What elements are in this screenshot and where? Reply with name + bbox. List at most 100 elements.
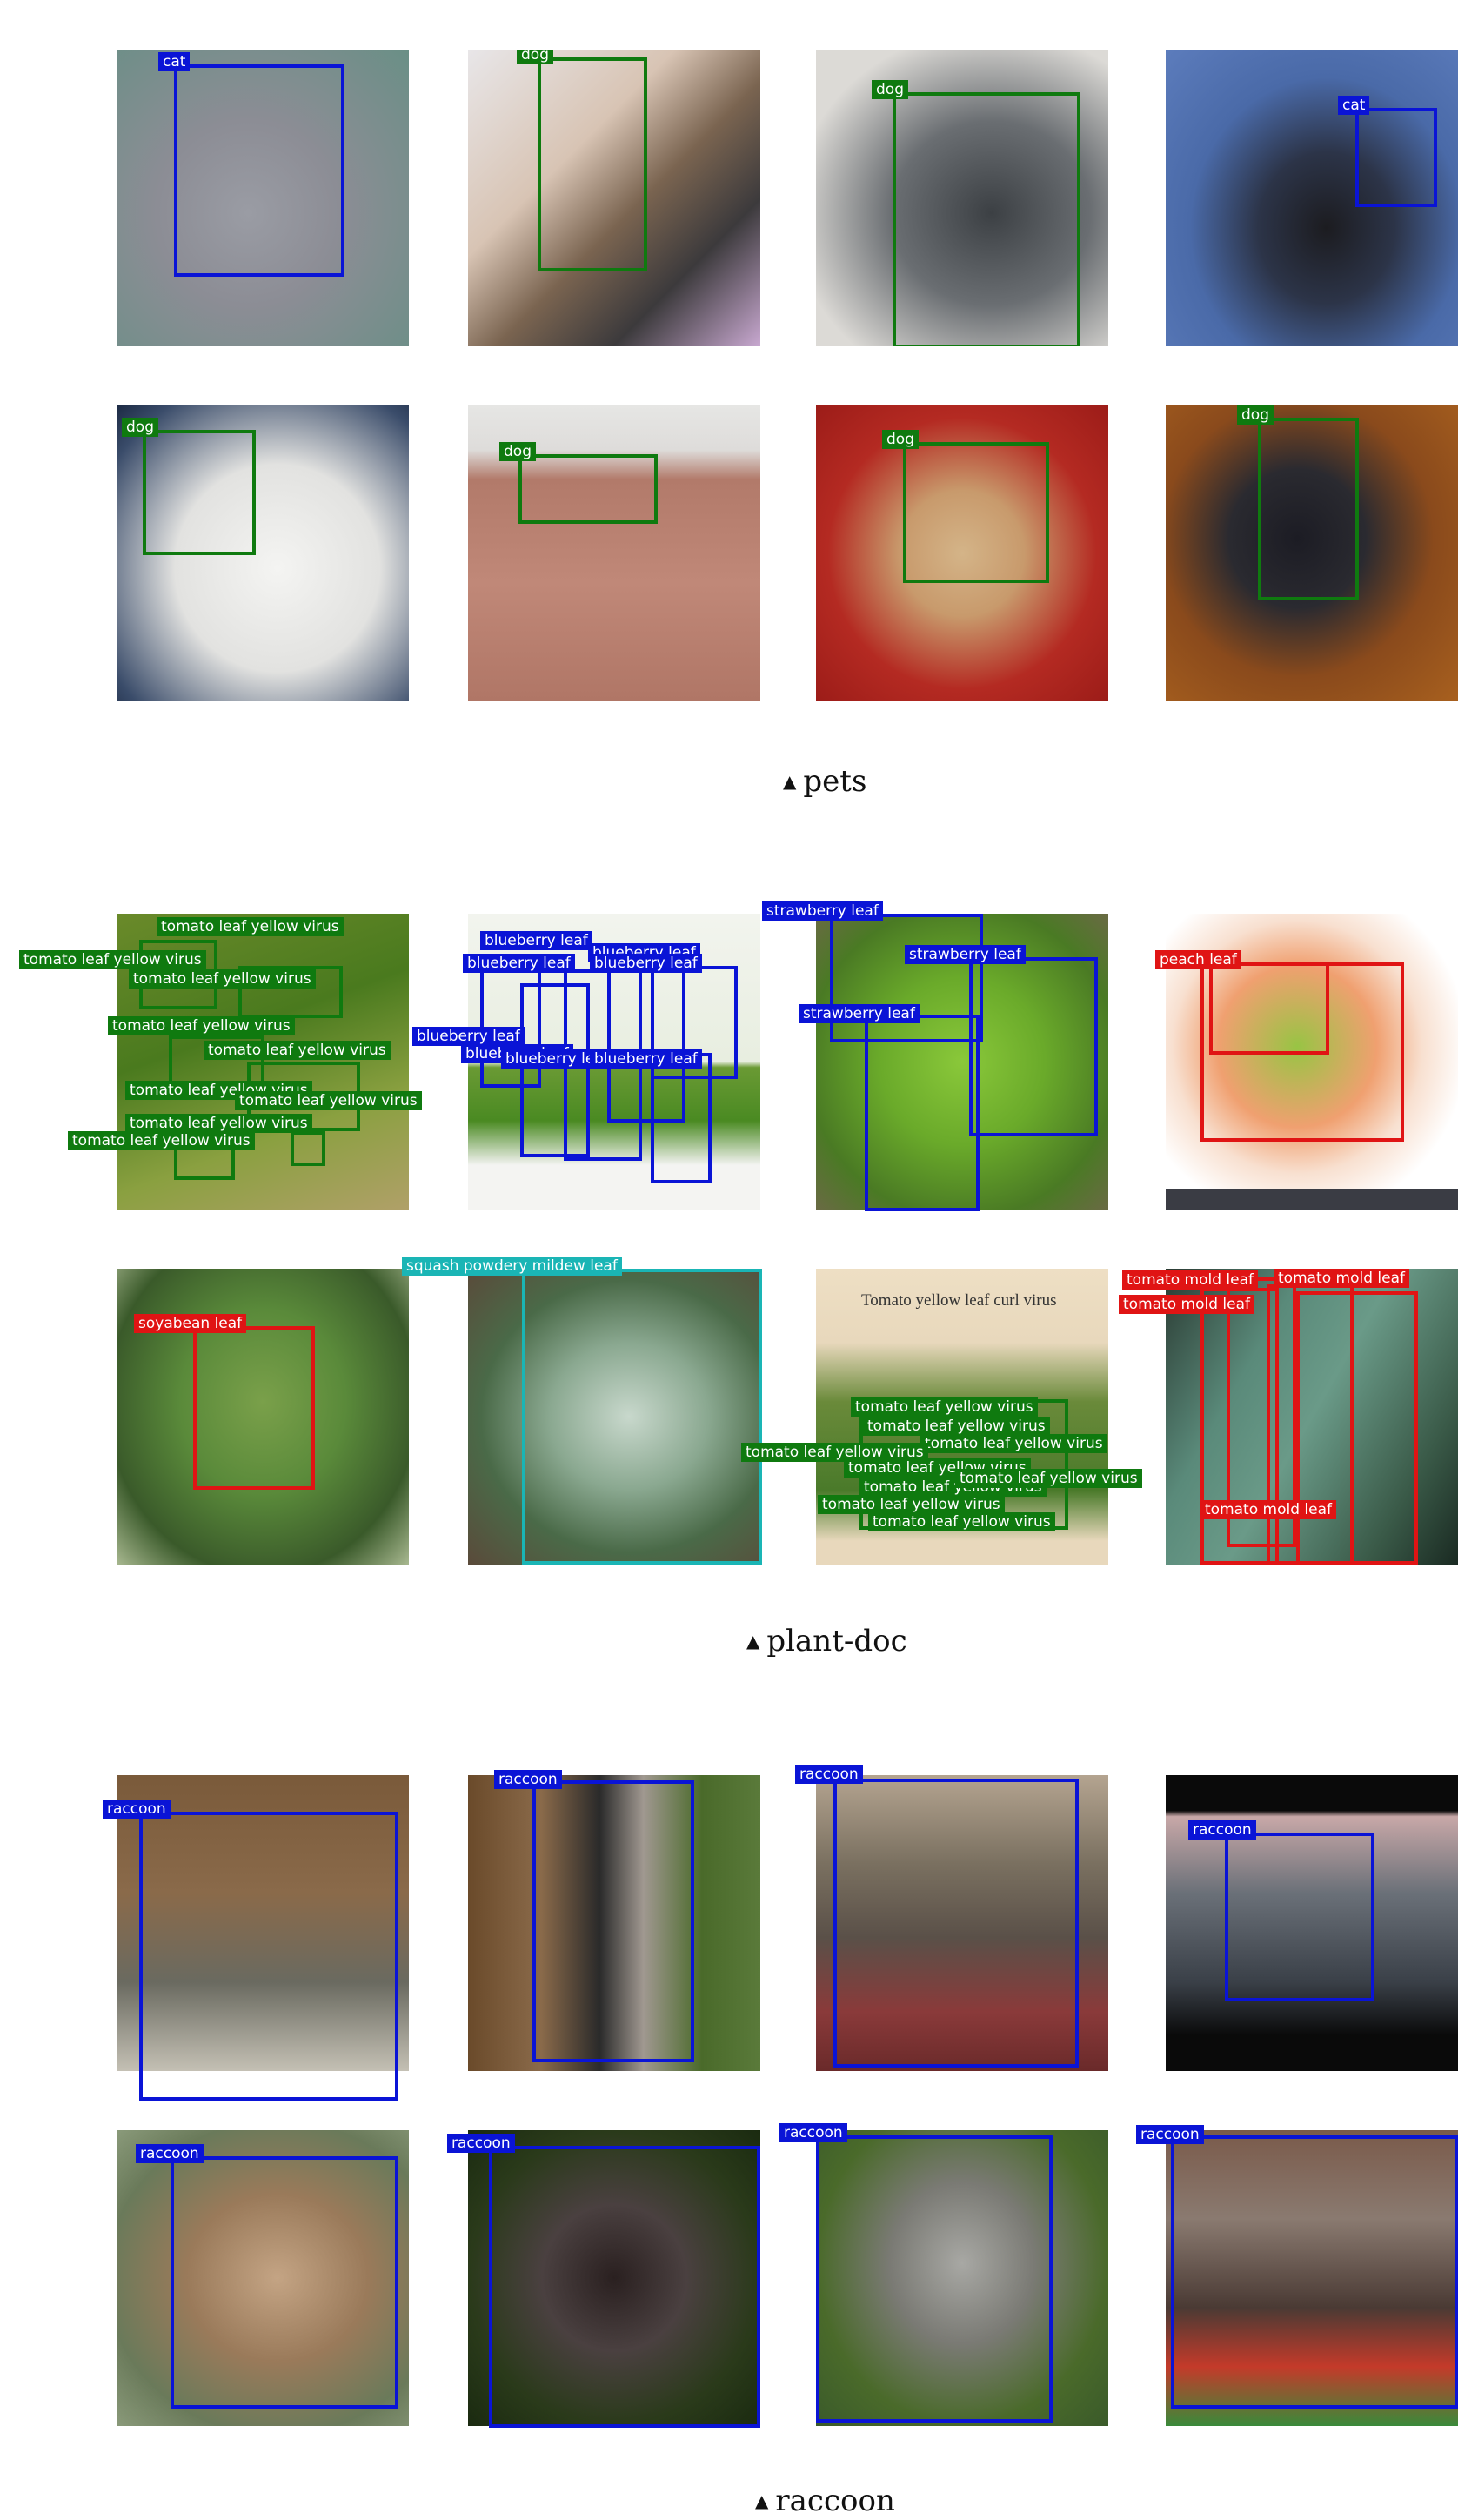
bbox-label: strawberry leaf xyxy=(799,1004,920,1023)
bbox-cat xyxy=(1355,108,1437,207)
bbox-label: tomato leaf yellow virus xyxy=(235,1091,422,1110)
bbox-leaf xyxy=(830,914,983,1042)
plant-image-1: tomato leaf yellow virus tomato leaf yel… xyxy=(19,914,422,1210)
bbox-dog xyxy=(903,442,1049,583)
bbox-raccoon xyxy=(1225,1833,1374,2001)
bbox-dog xyxy=(518,454,658,524)
plant-image-2: blueberry leaf blueberry leaf blueberry … xyxy=(412,914,760,1210)
bbox-leaf xyxy=(865,1015,980,1211)
bbox-dog xyxy=(893,92,1080,346)
plant-image-5: soyabean leaf xyxy=(117,1269,409,1565)
bbox-dog xyxy=(538,57,647,271)
plant-image-3: strawberry leaf strawberry leaf strawber… xyxy=(762,901,1108,1211)
bbox-leaf xyxy=(969,957,1098,1136)
plant-image-7: Tomato yellow leaf curl virus tomato lea… xyxy=(741,1269,1142,1565)
bbox-raccoon xyxy=(1171,2135,1458,2409)
bbox-label: tomato mold leaf xyxy=(1274,1269,1409,1288)
pets-image-4: cat xyxy=(1166,50,1458,346)
pets-image-1: cat xyxy=(117,50,409,346)
raccoon-image-1: raccoon xyxy=(103,1775,409,2101)
bbox-label: dog xyxy=(499,442,536,461)
section-caption-pets: ▲ pets xyxy=(783,764,867,799)
bbox-label: dog xyxy=(872,80,908,99)
pets-image-8: dog xyxy=(1166,405,1458,701)
bbox-label: tomato leaf yellow virus xyxy=(851,1397,1038,1417)
raccoon-image-2: raccoon xyxy=(468,1770,760,2071)
bbox-label: tomato leaf yellow virus xyxy=(741,1443,928,1462)
bbox-label: strawberry leaf xyxy=(762,901,883,921)
bbox-label: blueberry leaf xyxy=(412,1027,525,1046)
bbox-label: raccoon xyxy=(447,2134,515,2153)
pets-image-6: dog xyxy=(468,405,760,701)
plant-image-6: squash powdery mildew leaf xyxy=(402,1257,762,1565)
bbox-raccoon xyxy=(532,1780,694,2062)
bbox-leaf xyxy=(291,1131,325,1166)
bbox-label: tomato leaf yellow virus xyxy=(920,1434,1107,1453)
bbox-leaf xyxy=(520,983,590,1157)
bbox-label: blueberry leaf xyxy=(590,1049,702,1069)
bbox-label: dog xyxy=(1237,405,1274,425)
pets-image-7: dog xyxy=(816,405,1108,701)
bbox-label: cat xyxy=(158,52,191,71)
bbox-raccoon xyxy=(489,2146,760,2428)
bbox-label: strawberry leaf xyxy=(905,945,1026,964)
bbox-raccoon xyxy=(171,2156,398,2409)
triangle-up-icon: ▲ xyxy=(783,771,797,792)
raccoon-image-8: raccoon xyxy=(1136,2125,1458,2426)
bbox-label: tomato leaf yellow virus xyxy=(68,1131,255,1150)
bbox-cat xyxy=(174,64,344,277)
raccoon-image-6: raccoon xyxy=(447,2130,760,2428)
bbox-raccoon xyxy=(833,1779,1079,2068)
bbox-leaf xyxy=(1227,1277,1296,1547)
bbox-label: dog xyxy=(882,430,919,449)
bbox-label: tomato leaf yellow virus xyxy=(863,1417,1050,1436)
raccoon-image-5: raccoon xyxy=(117,2130,409,2426)
pets-image-2: dog xyxy=(468,50,760,346)
bbox-dog xyxy=(1258,418,1359,600)
bbox-label: raccoon xyxy=(1188,1820,1256,1840)
bbox-label: raccoon xyxy=(795,1765,863,1784)
bbox-leaf xyxy=(522,1269,762,1565)
bbox-label: raccoon xyxy=(494,1770,562,1789)
bbox-label: tomato leaf yellow virus xyxy=(19,950,206,969)
bbox-label: raccoon xyxy=(1136,2125,1204,2144)
image-caption-text: Tomato yellow leaf curl virus xyxy=(861,1291,1057,1310)
bbox-label: tomato leaf yellow virus xyxy=(129,969,316,989)
bbox-label: cat xyxy=(1338,96,1370,115)
bbox-label: tomato leaf yellow virus xyxy=(125,1114,312,1133)
bbox-leaf xyxy=(651,1053,712,1183)
bbox-label: tomato leaf yellow virus xyxy=(818,1495,1005,1514)
bbox-label: blueberry leaf xyxy=(480,931,592,950)
raccoon-image-3: raccoon xyxy=(795,1765,1108,2071)
bbox-label: peach leaf xyxy=(1155,950,1241,969)
bbox-label: squash powdery mildew leaf xyxy=(402,1257,622,1276)
section-caption-plant-doc: ▲ plant-doc xyxy=(746,1624,907,1659)
triangle-up-icon: ▲ xyxy=(746,1631,760,1652)
bbox-label: tomato leaf yellow virus xyxy=(868,1512,1055,1531)
bbox-leaf xyxy=(1209,962,1329,1055)
bbox-label: blueberry leaf xyxy=(463,954,575,973)
bbox-leaf xyxy=(1296,1291,1418,1565)
raccoon-image-7: raccoon xyxy=(779,2123,1108,2426)
bbox-raccoon xyxy=(139,1812,398,2101)
triangle-up-icon: ▲ xyxy=(755,2490,769,2511)
bbox-label: blueberry leaf xyxy=(590,954,702,973)
bbox-leaf xyxy=(1200,1288,1279,1565)
bbox-raccoon xyxy=(816,2135,1053,2423)
bbox-label: tomato leaf yellow virus xyxy=(108,1016,295,1035)
bbox-label: blueberry leaf xyxy=(501,1049,613,1069)
plant-image-8: tomato mold leaf tomato mold leaf tomato… xyxy=(1119,1269,1458,1565)
bbox-label: dog xyxy=(517,50,553,64)
bbox-label: tomato mold leaf xyxy=(1200,1500,1336,1519)
section-caption-raccoon: ▲ raccoon xyxy=(755,2483,895,2518)
bbox-label: tomato mold leaf xyxy=(1119,1295,1254,1314)
bbox-label: raccoon xyxy=(779,2123,847,2142)
bbox-label: tomato leaf yellow virus xyxy=(955,1469,1142,1488)
bbox-leaf xyxy=(193,1326,315,1490)
raccoon-image-4: raccoon xyxy=(1166,1775,1458,2071)
plant-image-4: peach leaf xyxy=(1155,914,1458,1210)
bbox-label: soyabean leaf xyxy=(134,1314,247,1333)
bbox-label: dog xyxy=(122,418,158,437)
bbox-label: tomato leaf yellow virus xyxy=(157,917,344,936)
bbox-label: raccoon xyxy=(136,2144,204,2163)
